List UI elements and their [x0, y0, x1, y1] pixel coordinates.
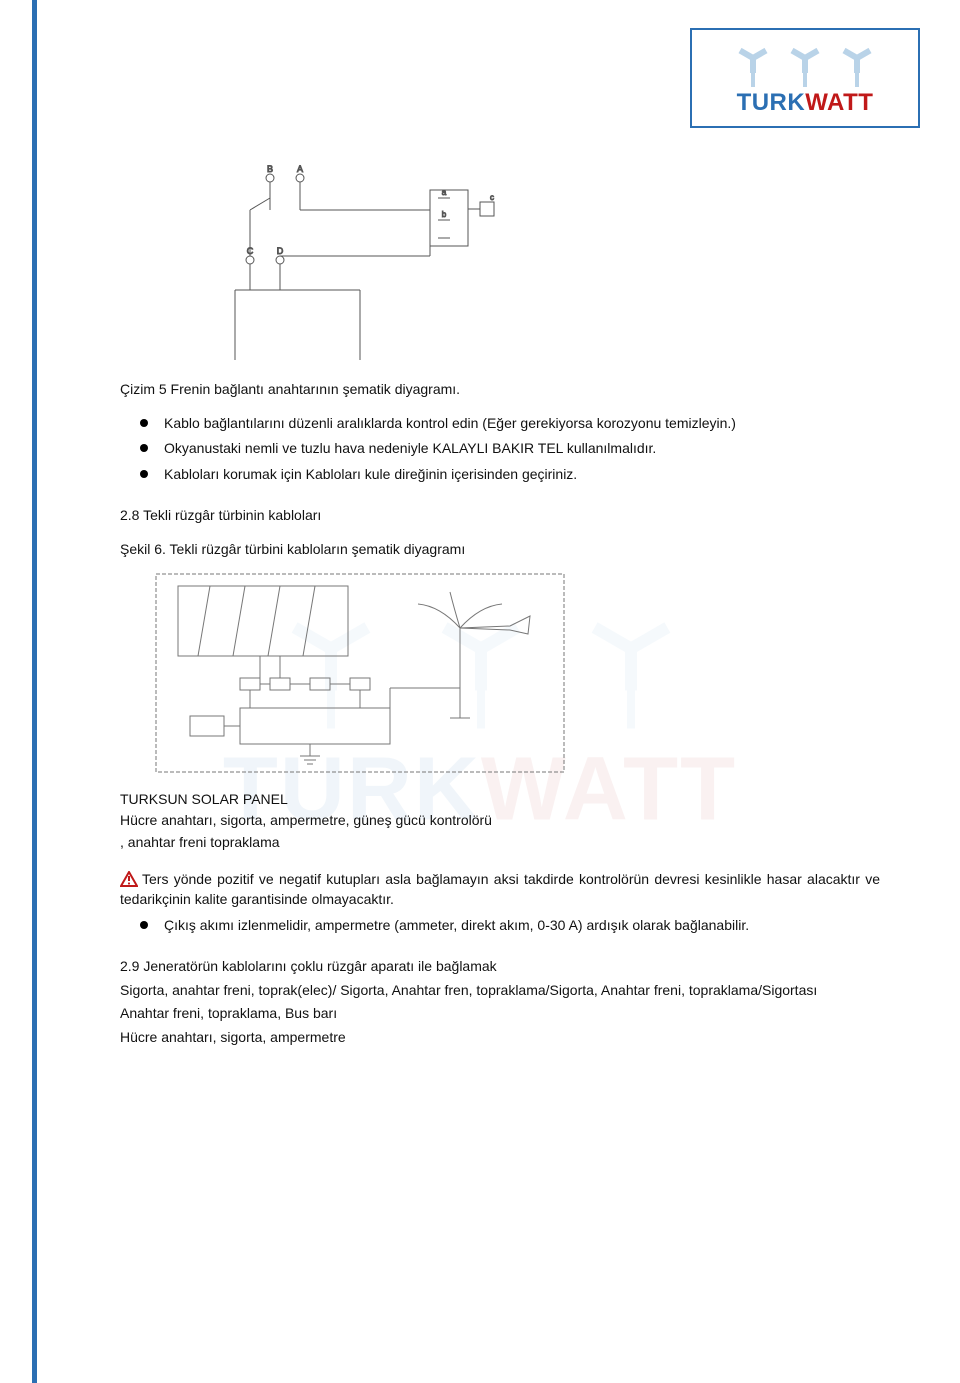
- diagram-5-brake-schematic: B A C D a b: [180, 160, 540, 360]
- list-item: Okyanustaki nemli ve tuzlu hava nedeniyl…: [140, 439, 880, 459]
- list-item: Kablo bağlantılarını düzenli aralıklarda…: [140, 414, 880, 434]
- section-2-9-line-3: Hücre anahtarı, sigorta, ampermetre: [120, 1028, 880, 1048]
- list-item: Çıkış akımı izlenmelidir, ampermetre (am…: [140, 916, 880, 936]
- section-2-9-line-1: Sigorta, anahtar freni, toprak(elec)/ Si…: [120, 981, 880, 1001]
- warning-paragraph: Ters yönde pozitif ve negatif kutupları …: [120, 870, 880, 909]
- page-content: B A C D a b: [120, 160, 880, 1052]
- section-2-9-line-2: Anahtar freni, topraklama, Bus barı: [120, 1004, 880, 1024]
- logo-text-watt: WATT: [805, 91, 873, 115]
- diagram1-label-c: c: [490, 193, 494, 202]
- page-left-border: [32, 0, 37, 1383]
- section-2-8-title: 2.8 Tekli rüzgâr türbinin kabloları: [120, 506, 880, 526]
- figure-6-caption: Şekil 6. Tekli rüzgâr türbini kabloların…: [120, 540, 880, 560]
- turksun-label: TURKSUN SOLAR PANEL: [120, 790, 880, 810]
- warning-icon: [120, 871, 138, 887]
- diagram-6-wind-turbine-schematic: [150, 568, 570, 778]
- caption-cizim-5: Çizim 5 Frenin bağlantı anahtarının şema…: [120, 380, 880, 400]
- warning-text: Ters yönde pozitif ve negatif kutupları …: [120, 871, 880, 907]
- turksun-sub-2: , anahtar freni topraklama: [120, 833, 880, 853]
- section-2-9-title: 2.9 Jeneratörün kablolarını çoklu rüzgâr…: [120, 957, 880, 977]
- bullet-list-1: Kablo bağlantılarını düzenli aralıklarda…: [140, 414, 880, 485]
- bullet-list-2: Çıkış akımı izlenmelidir, ampermetre (am…: [140, 916, 880, 936]
- logo-turbines: [736, 41, 874, 87]
- diagram1-label-A: A: [297, 164, 303, 174]
- diagram1-label-B: B: [267, 164, 273, 174]
- company-logo: TURK WATT: [690, 28, 920, 128]
- diagram1-label-D: D: [277, 246, 284, 256]
- diagram1-label-a: a: [442, 188, 447, 197]
- diagram1-label-b: b: [442, 210, 447, 219]
- turksun-sub-1: Hücre anahtarı, sigorta, ampermetre, gün…: [120, 811, 880, 831]
- list-item: Kabloları korumak için Kabloları kule di…: [140, 465, 880, 485]
- logo-text-turk: TURK: [737, 91, 806, 115]
